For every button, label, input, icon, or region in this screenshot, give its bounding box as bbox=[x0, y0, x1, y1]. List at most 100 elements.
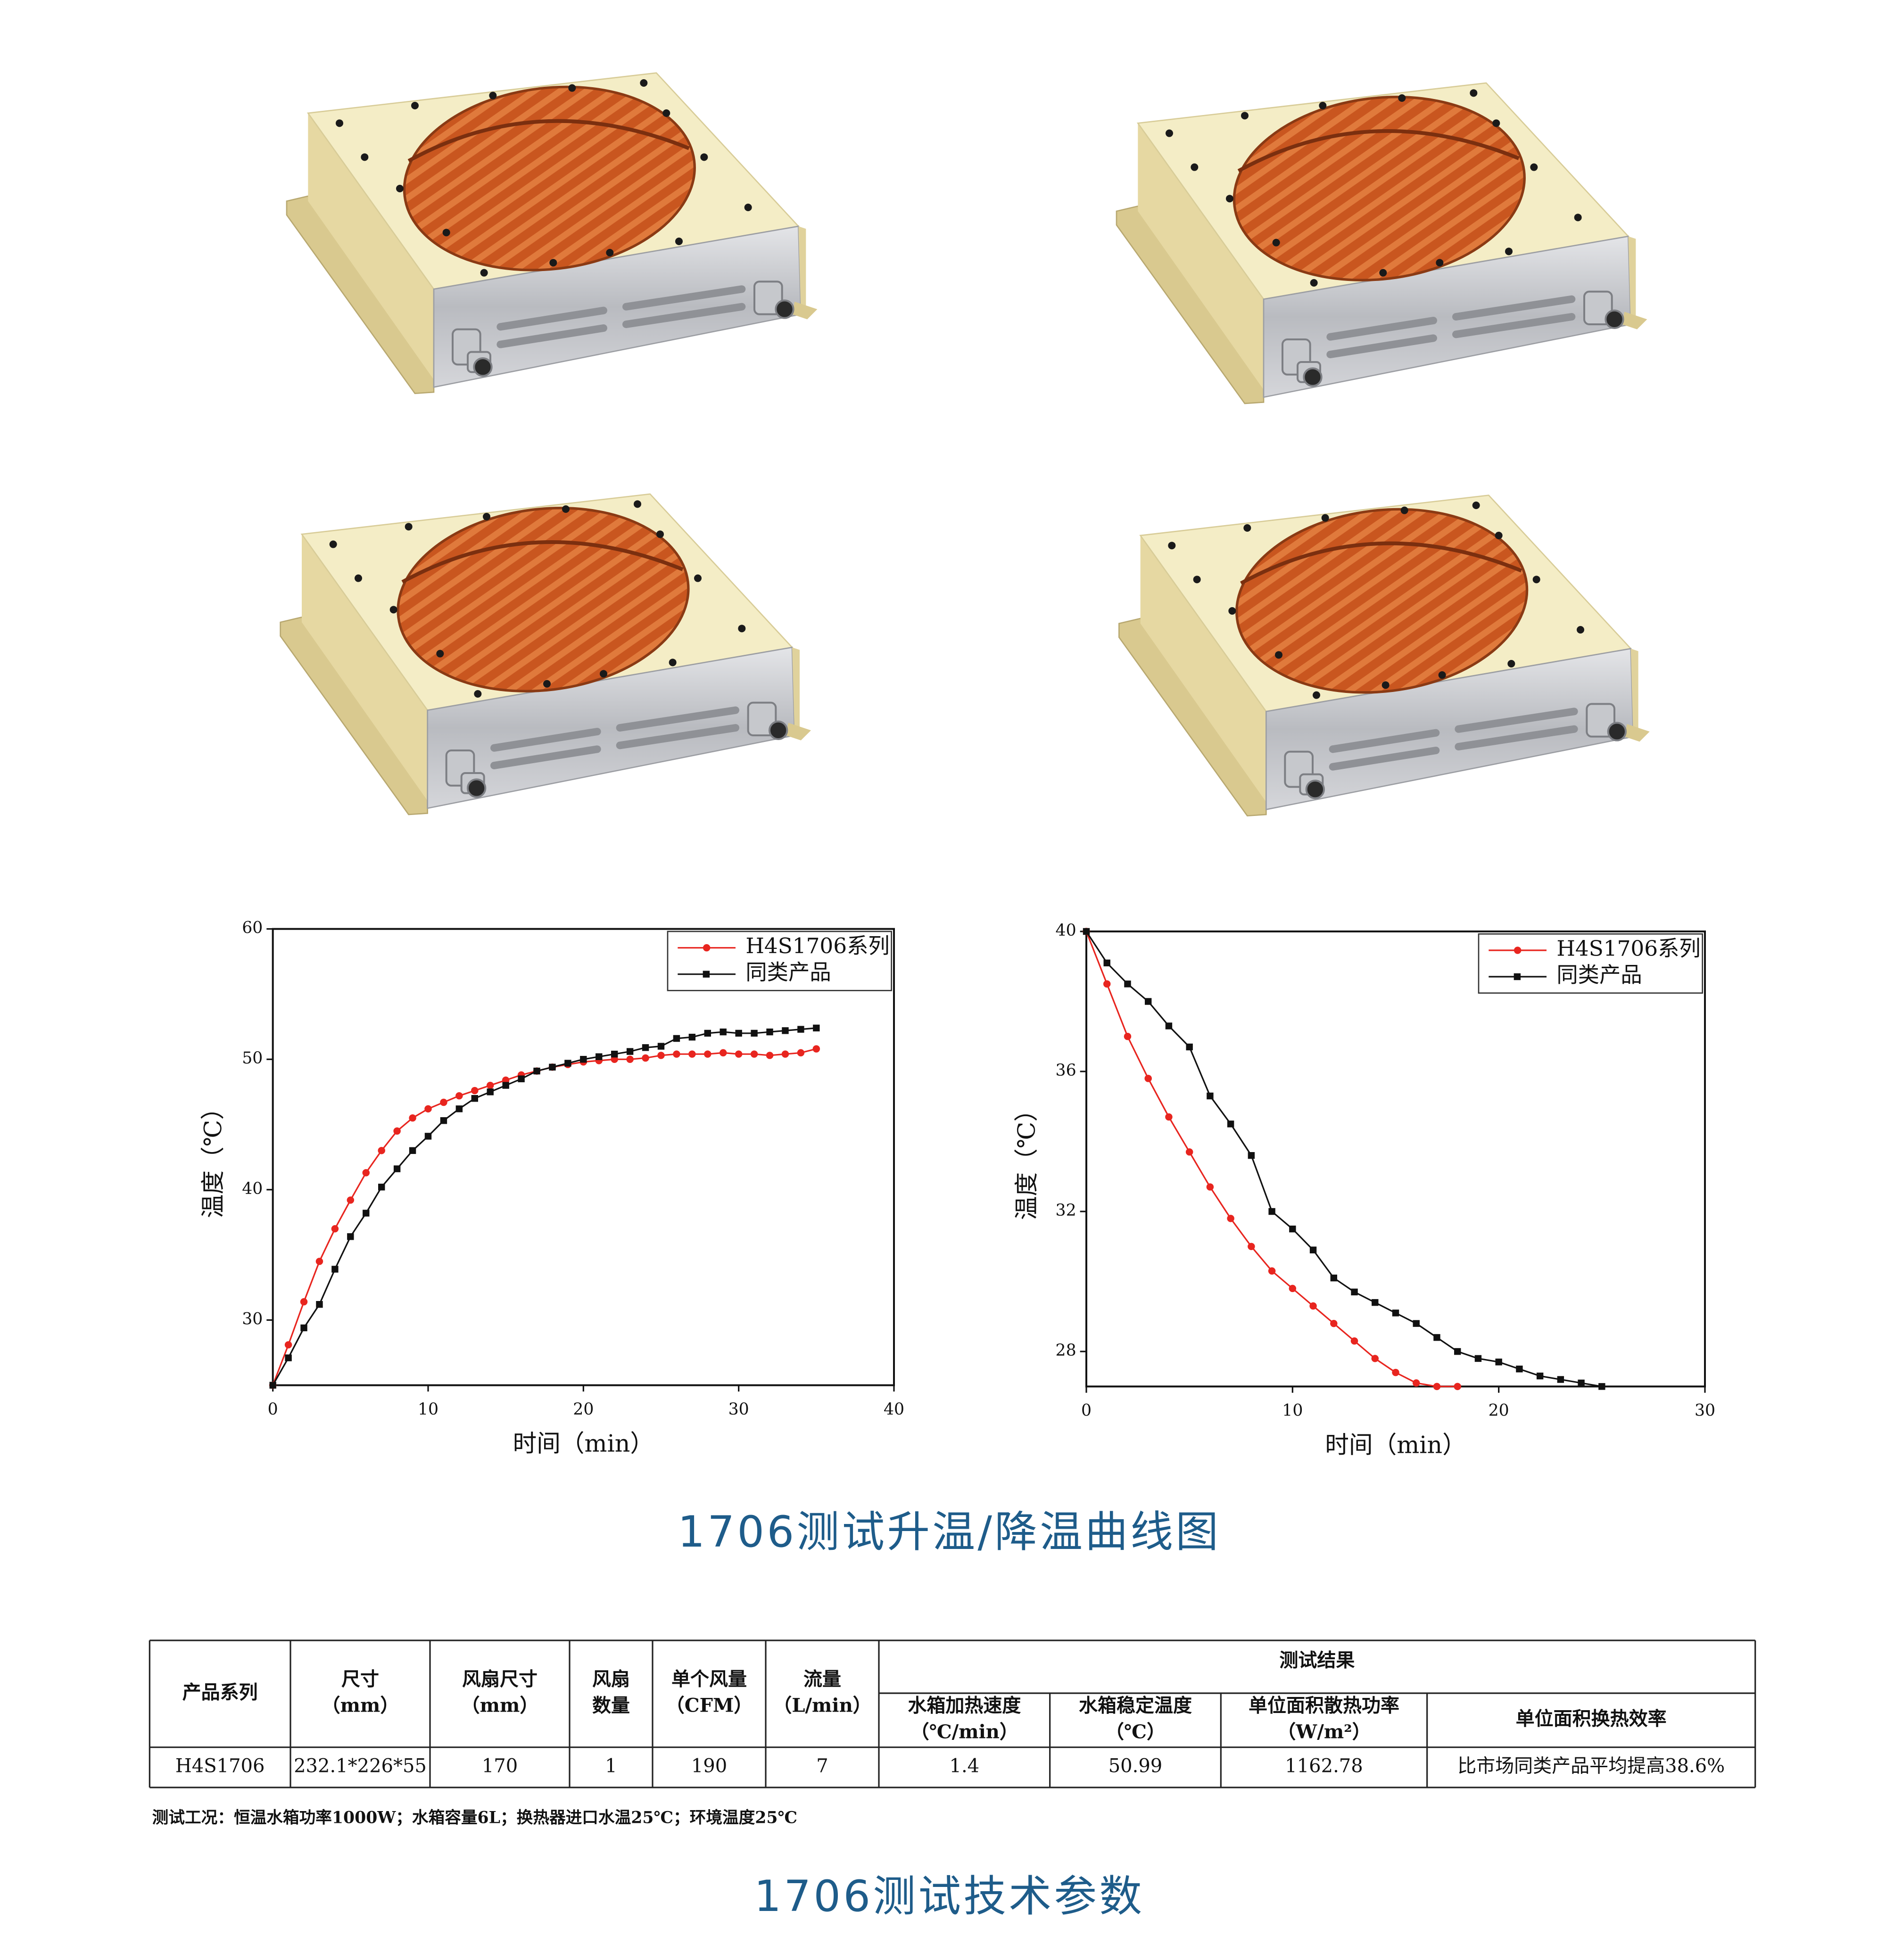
table-header: 产品系列 bbox=[182, 1681, 258, 1703]
point bbox=[1392, 1309, 1399, 1317]
point bbox=[1371, 1355, 1379, 1362]
x-axis-label: 时间（min） bbox=[1325, 1431, 1466, 1458]
point bbox=[1248, 1243, 1255, 1251]
point bbox=[642, 1044, 649, 1051]
table-header: （mm） bbox=[322, 1694, 399, 1716]
point bbox=[704, 1029, 711, 1037]
point bbox=[782, 1027, 789, 1034]
point bbox=[347, 1196, 355, 1204]
point bbox=[1309, 1302, 1317, 1310]
point bbox=[518, 1075, 525, 1082]
point bbox=[797, 1049, 805, 1057]
legend-marker bbox=[1514, 973, 1521, 980]
product-view bbox=[1119, 493, 1649, 815]
point bbox=[455, 1105, 463, 1112]
point bbox=[1454, 1348, 1461, 1355]
y-tick-label: 32 bbox=[1056, 1201, 1076, 1220]
point bbox=[720, 1028, 727, 1036]
table-header: 流量 bbox=[803, 1668, 841, 1690]
point bbox=[1372, 1299, 1379, 1306]
y-tick-label: 30 bbox=[242, 1309, 263, 1328]
point bbox=[549, 1063, 556, 1071]
point bbox=[611, 1050, 618, 1058]
point bbox=[1103, 959, 1110, 967]
table-header: （L/min） bbox=[773, 1694, 871, 1716]
table-cell: 1162.78 bbox=[1285, 1755, 1363, 1777]
x-tick-label: 10 bbox=[418, 1400, 438, 1419]
x-tick-label: 30 bbox=[1695, 1401, 1715, 1420]
point bbox=[424, 1105, 432, 1113]
product-view bbox=[287, 71, 817, 393]
point bbox=[378, 1147, 385, 1154]
product-view bbox=[1117, 81, 1647, 404]
table-header: 数量 bbox=[592, 1694, 630, 1716]
plot-frame bbox=[1085, 931, 1706, 1388]
legend-label: H4S1706系列 bbox=[1556, 936, 1700, 961]
table-cell: 比市场同类产品平均提高38.6% bbox=[1457, 1755, 1725, 1777]
point bbox=[781, 1050, 789, 1058]
y-axis-label: 温度（℃） bbox=[199, 1096, 227, 1218]
x-tick-label: 0 bbox=[268, 1400, 278, 1419]
point bbox=[393, 1165, 401, 1172]
point bbox=[1207, 1092, 1214, 1100]
point bbox=[409, 1114, 416, 1122]
table-header: （℃/min） bbox=[910, 1721, 1018, 1743]
point bbox=[642, 1054, 649, 1062]
point bbox=[1474, 1355, 1482, 1362]
series-line bbox=[1085, 931, 1602, 1387]
point bbox=[1516, 1366, 1523, 1373]
point bbox=[487, 1081, 494, 1089]
point bbox=[315, 1258, 323, 1265]
point bbox=[1330, 1274, 1337, 1282]
point bbox=[688, 1034, 696, 1041]
point bbox=[750, 1050, 758, 1058]
point bbox=[1598, 1383, 1605, 1390]
point bbox=[751, 1029, 758, 1037]
legend-label: 同类产品 bbox=[745, 960, 831, 985]
point bbox=[564, 1060, 571, 1067]
point bbox=[1413, 1379, 1420, 1387]
point bbox=[1309, 1246, 1317, 1253]
point bbox=[1433, 1383, 1441, 1391]
legend-box bbox=[1478, 933, 1703, 994]
table-header: （CFM） bbox=[666, 1694, 753, 1716]
point bbox=[1186, 1043, 1193, 1051]
table-header: 风扇 bbox=[592, 1668, 630, 1690]
point bbox=[284, 1341, 292, 1349]
table-header: 水箱加热速度 bbox=[908, 1694, 1021, 1716]
point bbox=[409, 1147, 416, 1154]
point bbox=[1268, 1267, 1276, 1275]
point bbox=[1083, 928, 1090, 935]
point bbox=[285, 1354, 292, 1361]
legend-label: 同类产品 bbox=[1556, 963, 1642, 988]
point bbox=[1289, 1285, 1297, 1293]
table-cell: H4S1706 bbox=[175, 1755, 265, 1777]
table-header: 单位面积换热效率 bbox=[1516, 1707, 1667, 1729]
y-tick-label: 28 bbox=[1056, 1341, 1076, 1360]
point bbox=[1454, 1383, 1461, 1391]
y-tick-label: 40 bbox=[1056, 921, 1076, 940]
point bbox=[766, 1028, 773, 1036]
point bbox=[533, 1067, 540, 1075]
table-cell: 1.4 bbox=[950, 1755, 980, 1777]
legend-marker bbox=[703, 971, 710, 978]
point bbox=[393, 1127, 401, 1135]
y-tick-label: 36 bbox=[1056, 1061, 1076, 1080]
x-tick-label: 10 bbox=[1282, 1401, 1303, 1420]
point bbox=[300, 1298, 308, 1306]
table-cell: 1 bbox=[605, 1755, 617, 1777]
point bbox=[378, 1184, 385, 1191]
point bbox=[704, 1050, 711, 1058]
y-axis-label: 温度（℃） bbox=[1012, 1098, 1040, 1220]
caption: 1706测试升温/降温曲线图 bbox=[678, 1507, 1221, 1557]
product-view bbox=[281, 492, 811, 815]
charts: 0 10 20 30 40 30 40 50 60 时间（min） 温度（℃） H4S1706系列同类… bbox=[199, 919, 1715, 1459]
x-tick-label: 40 bbox=[884, 1400, 904, 1419]
point bbox=[1330, 1319, 1338, 1327]
point bbox=[657, 1043, 665, 1050]
point bbox=[1495, 1359, 1502, 1366]
point bbox=[797, 1026, 804, 1033]
